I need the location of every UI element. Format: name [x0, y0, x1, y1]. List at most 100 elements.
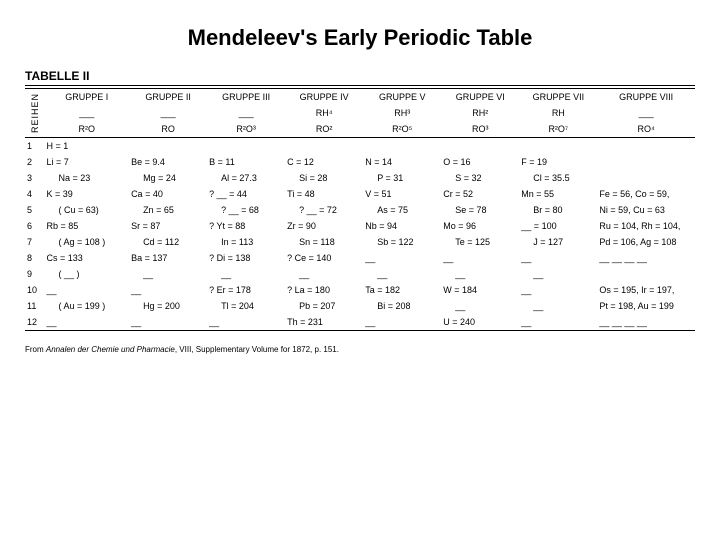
cell: Sb = 122	[363, 234, 441, 250]
tabelle-label: TABELLE II	[25, 69, 695, 83]
cell: __	[45, 282, 130, 298]
group-sub-4: RH³	[363, 105, 441, 121]
group-sub-0: ___	[45, 105, 130, 121]
cell: C = 12	[285, 154, 363, 170]
row-number: 10	[25, 282, 45, 298]
cell: Be = 9.4	[129, 154, 207, 170]
rule-bottom	[25, 330, 695, 331]
cell: ? __ = 68	[207, 202, 285, 218]
cell: Al = 27.3	[207, 170, 285, 186]
group-sub-5: RH²	[441, 105, 519, 121]
cell: __	[129, 266, 207, 282]
cell: Br = 80	[519, 202, 597, 218]
cell: N = 14	[363, 154, 441, 170]
cell: Ta = 182	[363, 282, 441, 298]
cell: W = 184	[441, 282, 519, 298]
cell	[441, 138, 519, 154]
cell: ( Au = 199 )	[45, 298, 130, 314]
cell	[207, 138, 285, 154]
cell: J = 127	[519, 234, 597, 250]
group-oxide-5: RO³	[441, 121, 519, 137]
cell: Mg = 24	[129, 170, 207, 186]
source-suffix: , VIII, Supplementary Volume for 1872, p…	[175, 345, 339, 354]
cell: __	[45, 314, 130, 330]
cell: Cr = 52	[441, 186, 519, 202]
cell: Tl = 204	[207, 298, 285, 314]
cell: Pb = 207	[285, 298, 363, 314]
cell: ( Ag = 108 )	[45, 234, 130, 250]
cell	[597, 138, 695, 154]
group-header-4: GRUPPE V	[363, 89, 441, 105]
cell	[519, 138, 597, 154]
cell: Ba = 137	[129, 250, 207, 266]
cell: ? __ = 72	[285, 202, 363, 218]
cell: F = 19	[519, 154, 597, 170]
row-number: 3	[25, 170, 45, 186]
cell: __	[519, 314, 597, 330]
cell: Se = 78	[441, 202, 519, 218]
group-oxide-4: R²O⁵	[363, 121, 441, 137]
cell: Li = 7	[45, 154, 130, 170]
cell: Si = 28	[285, 170, 363, 186]
row-number: 11	[25, 298, 45, 314]
group-header-6: GRUPPE VII	[519, 89, 597, 105]
group-header-0: GRUPPE I	[45, 89, 130, 105]
row-number: 12	[25, 314, 45, 330]
cell: Te = 125	[441, 234, 519, 250]
group-oxide-1: RO	[129, 121, 207, 137]
cell: Th = 231	[285, 314, 363, 330]
cell	[129, 138, 207, 154]
group-header-3: GRUPPE IV	[285, 89, 363, 105]
row-number: 5	[25, 202, 45, 218]
group-oxide-3: RO²	[285, 121, 363, 137]
group-header-7: GRUPPE VIII	[597, 89, 695, 105]
cell: P = 31	[363, 170, 441, 186]
cell	[597, 170, 695, 186]
cell	[597, 154, 695, 170]
group-oxide-6: R²O⁷	[519, 121, 597, 137]
cell: ( Cu = 63)	[45, 202, 130, 218]
cell: __	[129, 314, 207, 330]
cell: Pd = 106, Ag = 108	[597, 234, 695, 250]
cell: ? __ = 44	[207, 186, 285, 202]
row-number: 4	[25, 186, 45, 202]
cell: Fe = 56, Co = 59,	[597, 186, 695, 202]
group-oxide-2: R²O³	[207, 121, 285, 137]
cell: Mn = 55	[519, 186, 597, 202]
cell: Rb = 85	[45, 218, 130, 234]
cell: K = 39	[45, 186, 130, 202]
group-header-5: GRUPPE VI	[441, 89, 519, 105]
row-number: 2	[25, 154, 45, 170]
cell: Zn = 65	[129, 202, 207, 218]
cell: __	[363, 266, 441, 282]
cell: As = 75	[363, 202, 441, 218]
cell: __	[207, 314, 285, 330]
group-header-2: GRUPPE III	[207, 89, 285, 105]
source-title: Annalen der Chemie und Pharmacie	[46, 345, 175, 354]
cell: Os = 195, Ir = 197,	[597, 282, 695, 298]
cell	[597, 266, 695, 282]
row-number: 1	[25, 138, 45, 154]
group-oxide-7: RO⁴	[597, 121, 695, 137]
cell: __	[363, 314, 441, 330]
row-number: 7	[25, 234, 45, 250]
cell	[285, 138, 363, 154]
row-number: 8	[25, 250, 45, 266]
group-oxide-0: R²O	[45, 121, 130, 137]
cell: __	[519, 282, 597, 298]
cell: __	[129, 282, 207, 298]
source-prefix: From	[25, 345, 46, 354]
cell: Na = 23	[45, 170, 130, 186]
cell: Ca = 40	[129, 186, 207, 202]
group-sub-3: RH⁴	[285, 105, 363, 121]
cell: Sn = 118	[285, 234, 363, 250]
cell: Ni = 59, Cu = 63	[597, 202, 695, 218]
cell: __	[519, 250, 597, 266]
cell: Mo = 96	[441, 218, 519, 234]
cell: V = 51	[363, 186, 441, 202]
cell: Cl = 35.5	[519, 170, 597, 186]
cell: ? Di = 138	[207, 250, 285, 266]
cell: __	[441, 298, 519, 314]
periodic-table: REIHENGRUPPE IGRUPPE IIGRUPPE IIIGRUPPE …	[25, 89, 695, 330]
cell: H = 1	[45, 138, 130, 154]
